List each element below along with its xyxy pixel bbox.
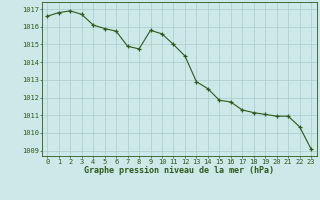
X-axis label: Graphe pression niveau de la mer (hPa): Graphe pression niveau de la mer (hPa): [84, 166, 274, 175]
